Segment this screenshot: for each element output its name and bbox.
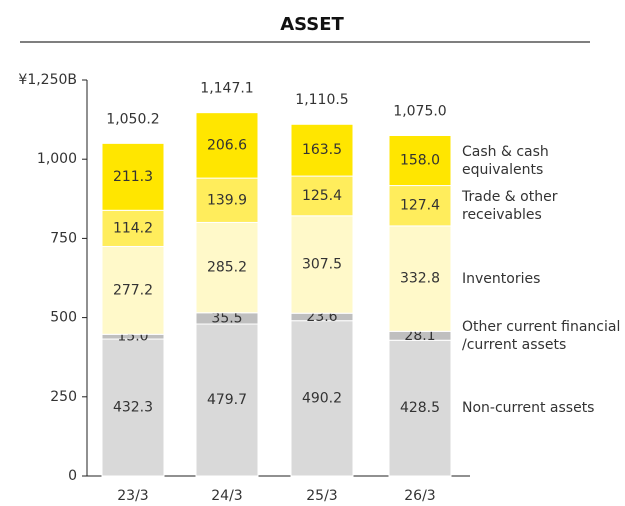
y-tick-label: 250 [50,389,77,405]
data-label: 139.9 [207,192,247,208]
data-label: 35.5 [211,310,242,326]
data-label: 332.8 [400,271,440,287]
bar-segment [290,175,354,217]
data-label: 307.5 [302,257,342,273]
y-tick-label: ¥1,250B [18,72,77,88]
bar-segment [388,339,452,477]
total-label: 1,147.1 [200,81,253,97]
data-label: 211.3 [113,169,153,185]
y-tick-label: 1,000 [37,151,77,167]
y-tick-label: 500 [50,310,77,326]
data-label: 428.5 [400,400,440,416]
total-label: 1,050.2 [106,111,159,127]
x-tick-label: 25/3 [306,488,337,504]
legend-item: Non-current assets [462,400,595,417]
bar-segment [101,142,165,211]
total-label: 1,075.0 [393,103,446,119]
y-tick-label: 0 [68,468,77,484]
bar-segment [388,135,452,187]
data-label: 285.2 [207,260,247,276]
data-label: 163.5 [302,142,342,158]
total-label: 1,110.5 [295,92,348,108]
data-label: 125.4 [302,188,342,204]
data-label: 432.3 [113,400,153,416]
x-tick-label: 23/3 [117,488,148,504]
chart-title: ASSET [280,14,344,35]
data-label: 158.0 [400,153,440,169]
legend-item: Cash & cash equivalents [462,143,549,178]
data-label: 490.2 [302,390,342,406]
bar-segment [195,177,259,223]
legend-item: Other current financial /current assets [462,318,621,353]
bar-segment [101,338,165,477]
data-label: 127.4 [400,198,440,214]
bar-segment [290,215,354,314]
x-tick-label: 26/3 [404,488,435,504]
bar-segment [388,185,452,227]
y-tick-label: 750 [50,230,77,246]
data-label: 206.6 [207,137,247,153]
bar-segment [290,123,354,177]
data-label: 114.2 [113,220,153,236]
bar-segment [388,225,452,332]
legend-item: Inventories [462,270,541,287]
bar-segment [195,112,259,179]
bar-segment [290,320,354,477]
legend-item: Trade & other receivables [462,188,558,223]
bar-segment [101,245,165,335]
data-label: 479.7 [207,392,247,408]
bar-segment [195,221,259,314]
data-label: 277.2 [113,282,153,298]
x-tick-label: 24/3 [211,488,242,504]
